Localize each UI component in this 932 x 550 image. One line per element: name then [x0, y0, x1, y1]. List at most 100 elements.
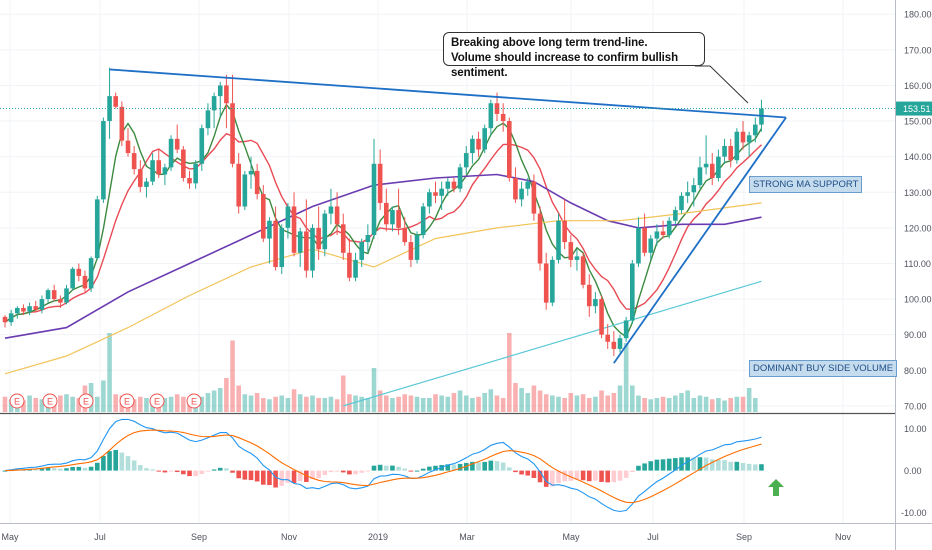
candle-body [691, 185, 697, 193]
volume-bar [513, 383, 518, 412]
macd-histogram-bar [623, 470, 629, 478]
macd-histogram-bar [242, 470, 248, 480]
volume-bar [131, 399, 137, 412]
volume-bar [181, 396, 186, 412]
volume-bar [408, 395, 414, 412]
candle-body [248, 170, 254, 175]
volume-bar [685, 390, 690, 412]
macd-histogram-bar [101, 456, 106, 471]
volume-bar [679, 393, 684, 412]
price-tick-2: 160.00 [904, 81, 932, 91]
volume-bar [384, 395, 389, 412]
macd-histogram-bar [279, 470, 285, 486]
macd-histogram-bar [328, 470, 334, 473]
volume-bar [70, 396, 75, 412]
volume-bar [316, 398, 321, 412]
macd-histogram-bar [353, 470, 358, 475]
volume-bar [107, 333, 112, 412]
volume-bar [101, 380, 106, 412]
candle-body [531, 181, 537, 214]
macd-histogram-bar [660, 459, 666, 471]
macd-histogram-bar [402, 468, 408, 471]
volume-bar [654, 398, 660, 412]
candle-body [556, 220, 561, 260]
macd-histogram-bar [617, 470, 623, 481]
candle-body [21, 307, 26, 312]
volume-bar [716, 398, 721, 412]
macd-histogram-bar [396, 466, 401, 471]
volume-bar [617, 385, 623, 412]
macd-histogram-bar [193, 470, 198, 477]
macd-histogram-bar [703, 457, 709, 471]
callout-line-1: Breaking above long term trend-line. [451, 37, 648, 49]
candle-body [353, 259, 358, 278]
grid [0, 0, 895, 523]
volume-bar [537, 390, 543, 412]
macd-histogram-bar [519, 470, 524, 475]
candle-body [254, 170, 260, 195]
callout-annotation: Breaking above long term trend-line. Vol… [443, 32, 705, 79]
macd-histogram-bar [125, 456, 131, 471]
macd-histogram-bar [371, 465, 377, 471]
candle-body [224, 85, 229, 104]
macd-histogram-bar [605, 470, 610, 483]
candle-body [181, 149, 186, 179]
volume-bar [211, 390, 217, 412]
candle-body [611, 341, 617, 349]
volume-bar [144, 398, 149, 412]
macd-histogram-bar [340, 470, 346, 473]
macd-histogram-bar [248, 470, 254, 481]
candle-body [297, 231, 303, 253]
time-tick-8: Sep [736, 532, 752, 542]
volume-bar [168, 396, 174, 412]
candle-body [482, 128, 487, 150]
macd-histogram-bar [2, 470, 8, 472]
earnings-marker-text: E [124, 397, 130, 407]
callout-line-2: Volume should increase to confirm bullis… [451, 52, 679, 79]
price-tick-4: 140.00 [904, 152, 932, 162]
macd-histogram-bar [507, 467, 512, 471]
candle-body [267, 220, 272, 239]
time-tick-6: May [562, 532, 580, 542]
candle-body [230, 103, 235, 164]
volume-bar [261, 398, 266, 412]
macd-histogram-bar [550, 470, 555, 487]
candle-body [8, 313, 14, 323]
macd-histogram-bar [586, 470, 592, 482]
macd-histogram-bar [156, 470, 162, 472]
ma-support-tag: STRONG MA SUPPORT [749, 176, 863, 193]
trendline-resistance [109, 68, 787, 119]
candle-body [488, 103, 494, 129]
candle-body [494, 103, 500, 114]
candle-body [586, 284, 592, 307]
candle-body [316, 227, 321, 250]
last-price-box [896, 101, 932, 116]
price-tick-1: 170.00 [904, 45, 932, 55]
candle-body [722, 145, 727, 157]
candle-body [734, 131, 740, 161]
macd-histogram-bar [759, 464, 764, 471]
macd-histogram-bar [359, 470, 364, 473]
candle-body [568, 242, 574, 260]
macd-histogram-bar [174, 470, 180, 473]
candle-body [543, 263, 549, 303]
volume-bar [21, 400, 26, 412]
volume-bar [420, 398, 426, 412]
volume-bar [482, 393, 487, 412]
volume-bar [623, 343, 629, 412]
candle-body [371, 163, 377, 235]
macd-histogram-bar [76, 466, 82, 471]
macd-histogram-bar [611, 470, 617, 483]
macd-histogram-bar [697, 457, 703, 471]
price-axis-labels: 180.00 170.00 160.00 150.00 140.00 130.00 120.… [904, 10, 932, 412]
macd-histogram-bar [224, 468, 229, 471]
candle-body [217, 85, 223, 97]
macd-histogram-bar [642, 463, 647, 471]
macd-histogram-bar [82, 467, 88, 471]
macd-histogram-bar [734, 461, 740, 471]
macd-histogram-bar [94, 462, 100, 471]
volume-bar [205, 393, 211, 412]
volume-bar [556, 396, 561, 412]
macd-histogram-bar [377, 464, 383, 471]
